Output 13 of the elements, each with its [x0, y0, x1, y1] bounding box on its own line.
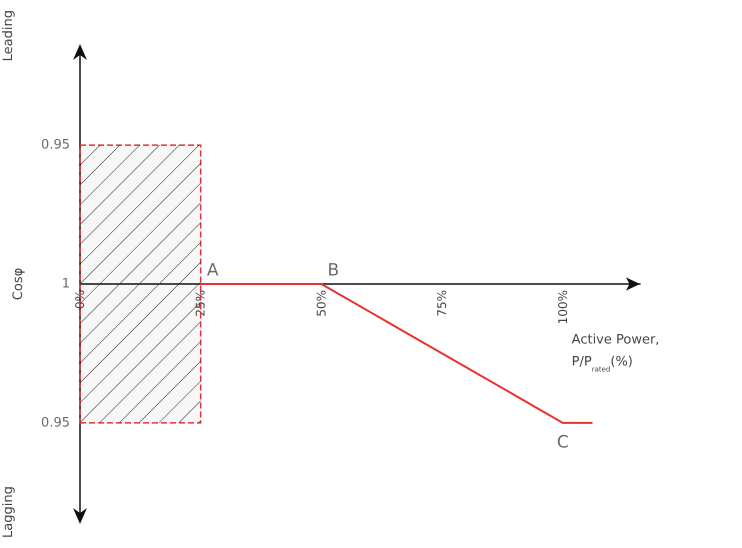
annotation: 0.95: [41, 415, 70, 430]
y-axis-title: Cosφ: [11, 268, 26, 300]
x-tick-label: 25%: [194, 290, 208, 317]
annotation: 1: [62, 276, 70, 292]
annotation: C: [556, 432, 569, 452]
x-tick-label: 50%: [314, 290, 328, 317]
text: Lagging: [1, 486, 16, 538]
annotation: A: [206, 260, 219, 280]
x-tick-label: 75%: [435, 290, 450, 317]
annotation: 0.95: [41, 138, 70, 153]
x-tick-label: 100%: [556, 290, 570, 324]
text: Leading: [1, 10, 16, 62]
annotation: B: [328, 260, 340, 280]
